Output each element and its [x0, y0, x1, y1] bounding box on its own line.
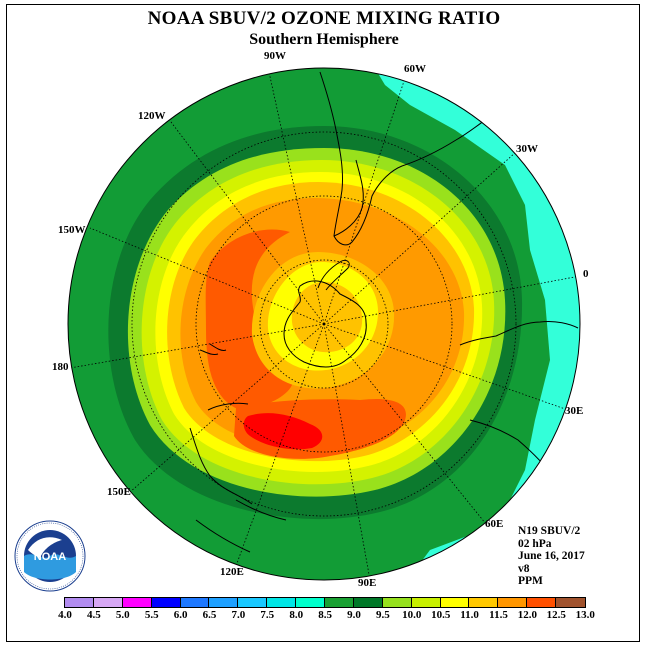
- colorbar-tick-label: 6.0: [173, 609, 188, 621]
- lon-label-180: 180: [52, 361, 69, 373]
- colorbar-cell: [325, 598, 354, 607]
- info-block: N19 SBUV/2 02 hPa June 16, 2017 v8 PPM: [518, 525, 585, 588]
- noaa-logo: NOAA: [14, 520, 86, 592]
- map-title: NOAA SBUV/2 OZONE MIXING RATIO: [147, 8, 501, 29]
- lon-label-120e: 120E: [220, 566, 244, 578]
- colorbar-cell: [122, 598, 152, 607]
- antarctica-coastline: [283, 280, 367, 368]
- colorbar-cell: [180, 598, 210, 607]
- colorbar-tick-label: 13.0: [575, 609, 595, 621]
- colorbar-tick-label: 5.5: [144, 609, 159, 621]
- lon-label-120w: 120W: [138, 110, 166, 122]
- colorbar-tick-label: 8.0: [289, 609, 304, 621]
- colorbar-cell: [353, 598, 383, 607]
- noaa-logo-text: NOAA: [34, 551, 66, 563]
- australia-coastline: [189, 402, 287, 553]
- map-subtitle: Southern Hemisphere: [249, 31, 399, 48]
- colorbar: [64, 597, 587, 608]
- colorbar-cell: [469, 598, 499, 607]
- info-units: PPM: [518, 575, 543, 588]
- lon-label-150e: 150E: [107, 486, 131, 498]
- colorbar-cell: [498, 598, 528, 607]
- colorbar-cell: [556, 598, 586, 607]
- colorbar-cell: [151, 598, 181, 607]
- colorbar-cell: [93, 598, 123, 607]
- band-10-10.5-pole: [291, 282, 363, 353]
- colorbar-tick-label: 12.5: [546, 609, 566, 621]
- map-boundary: [67, 67, 581, 581]
- lon-label-60w: 60W: [404, 63, 426, 75]
- colorbar-tick-label: 10.5: [431, 609, 451, 621]
- info-version: v8: [518, 562, 530, 575]
- colorbar-tick-label: 5.0: [115, 609, 130, 621]
- colorbar-cell: [527, 598, 557, 607]
- lon-label-60e: 60E: [485, 518, 504, 530]
- colorbar-cell: [440, 598, 470, 607]
- info-level: 02 hPa: [518, 537, 552, 550]
- colorbar-tick-label: 11.5: [489, 609, 508, 621]
- colorbar-tick-label: 10.0: [402, 609, 422, 621]
- colorbar-tick-label: 12.0: [517, 609, 538, 621]
- colorbar-cell: [382, 598, 412, 607]
- info-satellite: N19 SBUV/2: [518, 525, 581, 537]
- lon-label-30e: 30E: [565, 405, 584, 417]
- antarctic-peninsula: [317, 259, 350, 291]
- graticule: [69, 71, 580, 580]
- new-zealand-coastline: [199, 343, 227, 355]
- south-america-coastline-2: [333, 159, 364, 237]
- band-12-12.5: [243, 413, 323, 450]
- lon-label-90w: 90W: [264, 50, 286, 62]
- colorbar-tick-label: 9.5: [376, 609, 390, 621]
- lon-label-30w: 30W: [516, 143, 538, 155]
- figure-frame: [6, 4, 640, 642]
- colorbar-cell: [65, 598, 94, 607]
- colorbar-tick-label: 7.0: [231, 609, 246, 621]
- info-date: June 16, 2017: [518, 550, 585, 563]
- colorbar-tick-label: 11.0: [460, 609, 479, 621]
- colorbar-tick-label: 9.0: [347, 609, 361, 621]
- colorbar-cell: [209, 598, 239, 607]
- colorbar-cell: [267, 598, 297, 607]
- colorbar-tick-label: 6.5: [202, 609, 217, 621]
- colorbar-cell: [296, 598, 326, 607]
- lon-label-0: 0: [583, 268, 589, 280]
- lon-label-90e: 90E: [358, 577, 377, 589]
- colorbar-tick-label: 7.5: [260, 609, 275, 621]
- colorbar-tick-label: 4.0: [58, 609, 72, 621]
- lon-label-150w: 150W: [58, 224, 86, 236]
- colorbar-tick-label: 8.5: [318, 609, 332, 621]
- colorbar-cell: [411, 598, 441, 607]
- colorbar-tick-label: 4.5: [87, 609, 101, 621]
- south-america-coastline: [319, 71, 497, 246]
- colorbar-cell: [238, 598, 268, 607]
